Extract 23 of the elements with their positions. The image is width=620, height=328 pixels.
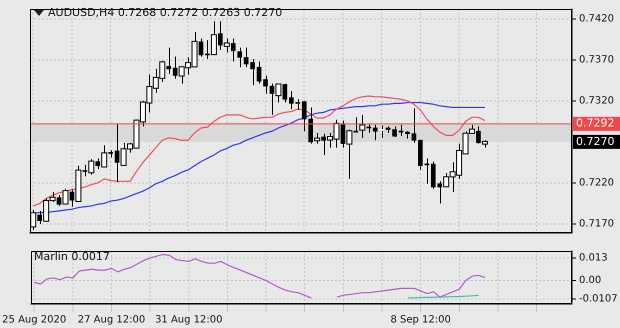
y-tick-label: -0.0107 [579,294,618,305]
y-tick-label: 0.00 [579,275,602,286]
ref-line-label: 0.7292 [576,116,614,130]
candlestick [430,161,436,190]
y-tick-label: 0.7370 [579,54,614,66]
y-tick-label: 0.013 [579,252,608,264]
candlestick [288,90,294,110]
y-tick-label: 0.7220 [579,178,614,189]
y-tick-label: 0.7320 [579,95,614,106]
candlestick [372,124,378,141]
x-tick-label: 25 Aug 2020 [2,314,66,326]
candlestick [302,100,307,132]
chart-title: Marlin 0.0017 [34,250,110,263]
chart-title: AUDUSD,H4 0.7268 0.7272 0.7263 0.7270 [48,6,282,19]
candlestick [244,47,248,68]
candlestick [379,125,384,138]
x-tick-label: 8 Sep 12:00 [390,314,451,326]
candlestick [237,47,242,68]
x-tick-label: 27 Aug 12:00 [78,314,146,326]
text: 0.7270 [576,134,614,148]
y-tick-label: 0.7420 [579,13,614,24]
x-tick-label: 31 Aug 12:00 [155,314,222,326]
y-tick-label: 0.7170 [579,218,614,230]
